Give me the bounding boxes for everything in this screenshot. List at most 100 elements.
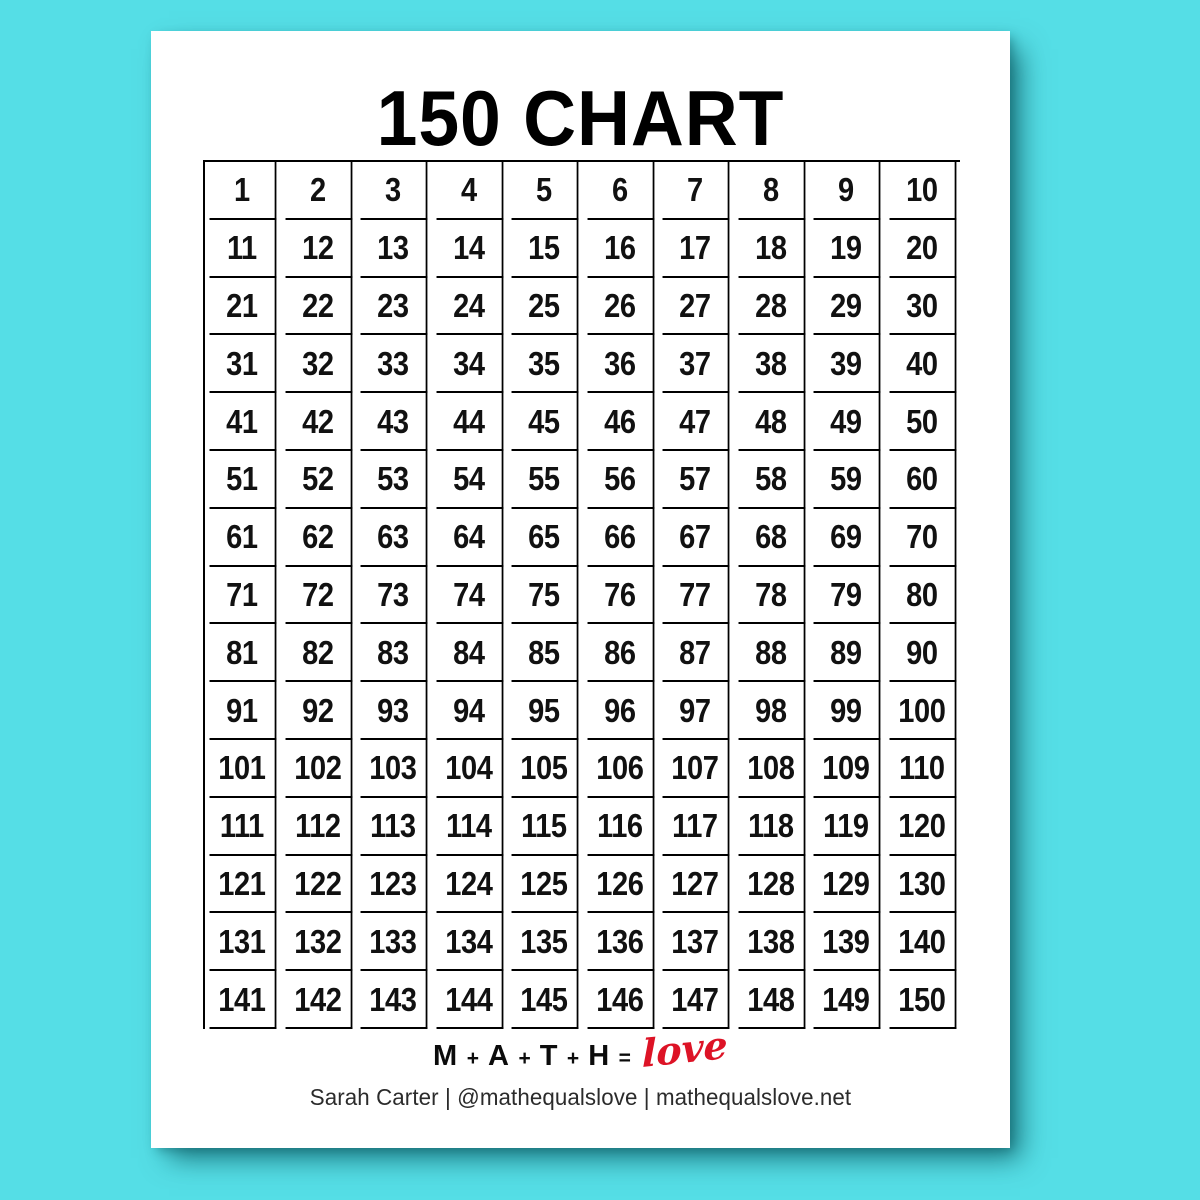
number-cell: 50 (889, 393, 956, 451)
number-cell: 109 (813, 739, 880, 798)
number-cell: 117 (662, 797, 729, 856)
number-cell: 107 (662, 739, 729, 798)
number-cell: 54 (436, 450, 503, 509)
number-cell: 60 (889, 450, 956, 509)
number-cell: 127 (662, 855, 729, 914)
number-cell: 110 (889, 739, 956, 798)
number-cell: 22 (285, 277, 352, 336)
number-cell: 48 (738, 393, 805, 451)
number-cell: 37 (662, 335, 729, 394)
number-cell: 33 (360, 335, 427, 394)
number-cell: 125 (511, 855, 578, 914)
credit-line: Sarah Carter | @mathequalslove | mathequ… (309, 1084, 852, 1110)
number-cell: 59 (813, 450, 880, 509)
logo-love-script: love (641, 1021, 728, 1077)
number-cell: 124 (436, 855, 503, 914)
number-cell: 78 (738, 566, 805, 625)
number-cell: 137 (662, 913, 729, 972)
number-cell: 138 (738, 913, 805, 972)
number-cell: 19 (813, 219, 880, 278)
number-cell: 116 (587, 797, 654, 856)
number-cell: 52 (285, 450, 352, 509)
number-cell: 86 (587, 624, 654, 683)
number-cell: 10 (889, 162, 956, 220)
number-cell: 126 (587, 855, 654, 914)
number-cell: 51 (209, 450, 276, 509)
number-cell: 6 (587, 162, 654, 220)
logo-equals: = (618, 1047, 631, 1070)
number-cell: 135 (511, 913, 578, 972)
number-cell: 149 (813, 971, 880, 1029)
number-cell: 121 (209, 855, 276, 914)
number-cell: 75 (511, 566, 578, 625)
number-cell: 17 (662, 219, 729, 278)
logo-plus-2: + (518, 1047, 531, 1070)
number-cell: 132 (285, 913, 352, 972)
number-cell: 130 (889, 855, 956, 914)
number-cell: 16 (587, 219, 654, 278)
number-cell: 53 (360, 450, 427, 509)
number-cell: 143 (360, 971, 427, 1029)
number-cell: 4 (436, 162, 503, 220)
number-cell: 71 (209, 566, 276, 625)
number-cell: 36 (587, 335, 654, 394)
number-cell: 82 (285, 624, 352, 683)
number-cell: 24 (436, 277, 503, 336)
number-cell: 65 (511, 508, 578, 567)
number-cell: 35 (511, 335, 578, 394)
number-cell: 64 (436, 508, 503, 567)
number-cell: 129 (813, 855, 880, 914)
number-cell: 88 (738, 624, 805, 683)
number-cell: 99 (813, 682, 880, 740)
number-cell: 13 (360, 219, 427, 278)
number-cell: 25 (511, 277, 578, 336)
number-cell: 91 (209, 682, 276, 740)
logo-plus-1: + (466, 1047, 479, 1070)
number-cell: 142 (285, 971, 352, 1029)
number-cell: 56 (587, 450, 654, 509)
logo-letter-a: A (487, 1040, 510, 1072)
number-cell: 119 (813, 797, 880, 856)
number-cell: 114 (436, 797, 503, 856)
number-cell: 118 (738, 797, 805, 856)
number-cell: 63 (360, 508, 427, 567)
number-cell: 101 (209, 739, 276, 798)
number-cell: 81 (209, 624, 276, 683)
number-cell: 87 (662, 624, 729, 683)
number-cell: 7 (662, 162, 729, 220)
number-cell: 46 (587, 393, 654, 451)
number-cell: 141 (209, 971, 276, 1029)
number-cell: 111 (209, 797, 276, 856)
number-cell: 150 (889, 971, 956, 1029)
number-cell: 61 (209, 508, 276, 567)
number-cell: 105 (511, 739, 578, 798)
number-cell: 103 (360, 739, 427, 798)
logo-plus-3: + (566, 1047, 580, 1070)
number-cell: 147 (662, 971, 729, 1029)
number-cell: 144 (436, 971, 503, 1029)
number-cell: 68 (738, 508, 805, 567)
number-cell: 66 (587, 508, 654, 567)
logo-letter-m: M (433, 1040, 458, 1072)
number-cell: 62 (285, 508, 352, 567)
number-cell: 134 (436, 913, 503, 972)
number-cell: 2 (285, 162, 352, 220)
number-cell: 146 (587, 971, 654, 1029)
number-cell: 29 (813, 277, 880, 336)
number-cell: 3 (360, 162, 427, 220)
number-cell: 27 (662, 277, 729, 336)
logo-letter-h: H (588, 1040, 610, 1072)
number-cell: 96 (587, 682, 654, 740)
number-cell: 133 (360, 913, 427, 972)
number-cell: 108 (738, 739, 805, 798)
number-cell: 69 (813, 508, 880, 567)
number-cell: 95 (511, 682, 578, 740)
number-cell: 104 (436, 739, 503, 798)
number-cell: 136 (587, 913, 654, 972)
worksheet-page: 150 CHART 1 2 3 4 5 6 7 8 9 10 11 12 13 14 15 16 17 18 19 2… (151, 31, 1010, 1148)
page-title: 150 CHART (376, 74, 785, 162)
number-cell: 89 (813, 624, 880, 683)
number-cell: 85 (511, 624, 578, 683)
number-cell: 11 (209, 219, 276, 278)
number-cell: 76 (587, 566, 654, 625)
